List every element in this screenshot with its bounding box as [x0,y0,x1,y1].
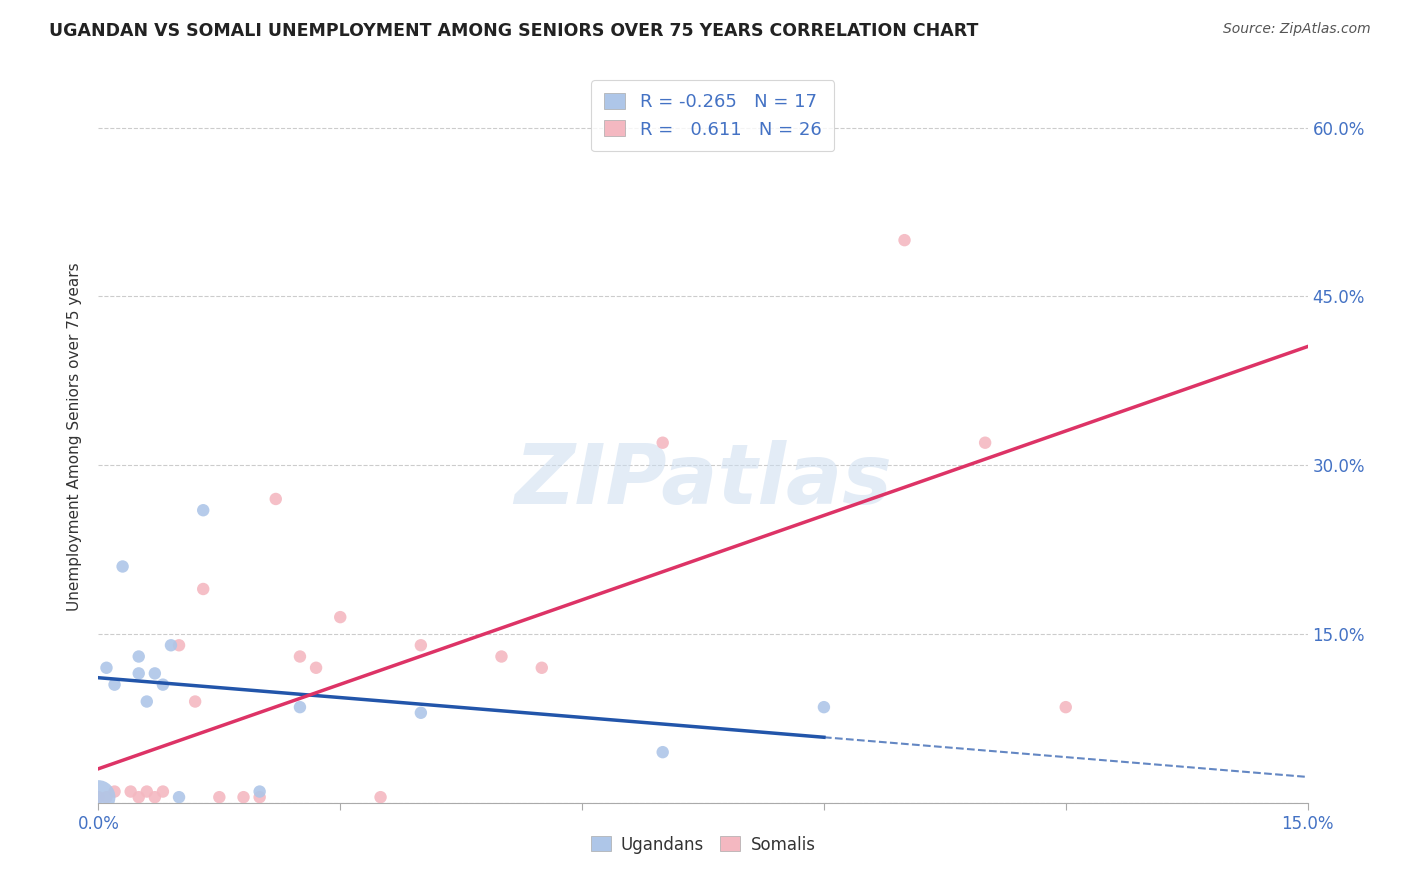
Point [128,790,150,805]
Point [288,700,311,714]
Legend: Ugandans, Somalis: Ugandans, Somalis [583,829,823,860]
Point [135,694,157,708]
Point [96,661,118,675]
Point [249,784,271,798]
Point [87,790,110,805]
Point [249,790,271,805]
Point [893,233,915,247]
Point [264,491,287,506]
Point [120,784,142,798]
Point [111,559,134,574]
Point [103,678,125,692]
Point [409,706,432,720]
Point [974,435,997,450]
Text: ZIPatlas: ZIPatlas [515,441,891,522]
Text: Source: ZipAtlas.com: Source: ZipAtlas.com [1223,22,1371,37]
Point [813,700,835,714]
Point [103,784,125,798]
Point [128,649,150,664]
Point [184,694,207,708]
Point [232,790,254,805]
Text: UGANDAN VS SOMALI UNEMPLOYMENT AMONG SENIORS OVER 75 YEARS CORRELATION CHART: UGANDAN VS SOMALI UNEMPLOYMENT AMONG SEN… [49,22,979,40]
Point [530,661,553,675]
Point [128,666,150,681]
Point [167,790,190,805]
Point [208,790,231,805]
Point [491,649,513,664]
Point [329,610,352,624]
Point [370,790,392,805]
Point [305,661,328,675]
Point [193,582,215,596]
Point [143,666,166,681]
Point [160,638,183,652]
Point [143,790,166,805]
Point [135,784,157,798]
Y-axis label: Unemployment Among Seniors over 75 years: Unemployment Among Seniors over 75 years [67,263,83,611]
Point [651,745,673,759]
Point [288,649,311,664]
Point [152,784,174,798]
Point [152,678,174,692]
Point [409,638,432,652]
Point [87,790,110,805]
Point [651,435,673,450]
Point [1054,700,1077,714]
Point [96,790,118,805]
Point [193,503,215,517]
Point [167,638,190,652]
